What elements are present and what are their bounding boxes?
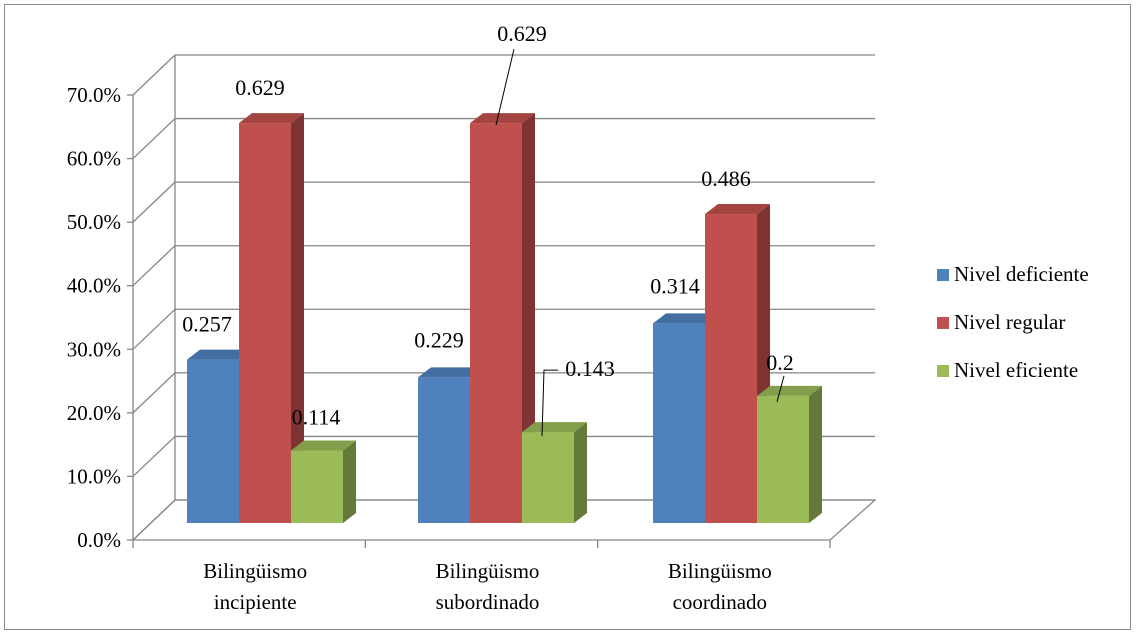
x-axis-labels: Bilingüismo incipiente Bilingüismo subordin… (203, 559, 772, 614)
bar-2-1 (522, 432, 574, 523)
data-label: 0.143 (565, 356, 615, 381)
legend-swatch (937, 317, 949, 329)
data-label: 0.629 (235, 75, 285, 100)
data-label: 0.629 (497, 21, 547, 46)
y-tick-label: 40.0% (67, 274, 121, 298)
gridline-side (132, 435, 176, 477)
bar-top-0-2 (653, 313, 718, 324)
data-label: 0.229 (414, 327, 464, 352)
gridline-side (132, 54, 176, 96)
data-label-leader (541, 369, 558, 437)
bar-side-2-2 (809, 385, 822, 523)
bar-top-1-1 (470, 113, 535, 124)
y-tick-label: 10.0% (67, 464, 121, 488)
bar-1-0 (239, 123, 291, 523)
bar-top-2-0 (291, 440, 356, 451)
bars (187, 113, 822, 524)
bar-top-1-0 (239, 113, 304, 124)
bar-0-1 (418, 377, 470, 523)
data-labels: 0.257 0.629 0.114 0.229 0.629 0.143 0.314 0.486… (182, 21, 794, 437)
bar-side-1-1 (522, 113, 535, 523)
data-label: 0.486 (701, 166, 751, 191)
legend-swatch (937, 365, 949, 377)
gridline-side (132, 118, 176, 160)
bar-1-1 (470, 123, 522, 523)
data-label-leader (776, 375, 785, 402)
bar-2-0 (291, 450, 343, 523)
y-tick-label: 30.0% (67, 337, 121, 361)
bar-2-2 (757, 395, 809, 523)
legend-label: Nivel regular (954, 310, 1065, 334)
y-tick-label: 70.0% (67, 83, 121, 107)
bar-0-2 (653, 323, 705, 523)
bar-0-0 (187, 359, 239, 523)
gridline-side (132, 372, 176, 414)
bar-side-2-0 (343, 440, 356, 523)
data-label: 0.314 (650, 273, 700, 298)
legend-label: Nivel deficiente (954, 262, 1089, 286)
x-category-label: coordinado (673, 590, 767, 614)
y-tick-label: 60.0% (67, 147, 121, 171)
gridline-side (132, 245, 176, 287)
data-label: 0.114 (292, 405, 341, 430)
y-tick-label: 0.0% (77, 528, 121, 552)
x-category-label: incipiente (214, 590, 297, 614)
y-tick-label: 50.0% (67, 210, 121, 234)
legend: Nivel deficiente Nivel regular Nivel efici… (937, 262, 1089, 382)
legend-label: Nivel eficiente (954, 358, 1078, 382)
bar-side-2-1 (574, 422, 587, 523)
bar-top-0-1 (418, 367, 483, 378)
legend-swatch (937, 269, 949, 281)
x-category-label: Bilingüismo (668, 559, 772, 583)
bar-top-2-1 (522, 422, 587, 433)
x-category-label: Bilingüismo (436, 559, 540, 583)
x-category-label: Bilingüismo (203, 559, 307, 583)
x-category-label: subordinado (436, 590, 540, 614)
y-tick-label: 20.0% (67, 401, 121, 425)
data-label: 0.257 (182, 312, 232, 337)
data-label: 0.2 (766, 350, 794, 375)
bar-side-1-0 (291, 113, 304, 523)
bar-1-2 (705, 214, 757, 524)
data-label-leader (495, 49, 515, 126)
gridline-side (132, 181, 176, 223)
bar-top-1-2 (705, 204, 770, 215)
gridline-side (132, 308, 176, 350)
bar-top-2-2 (757, 385, 822, 396)
bar-top-0-0 (187, 349, 252, 360)
